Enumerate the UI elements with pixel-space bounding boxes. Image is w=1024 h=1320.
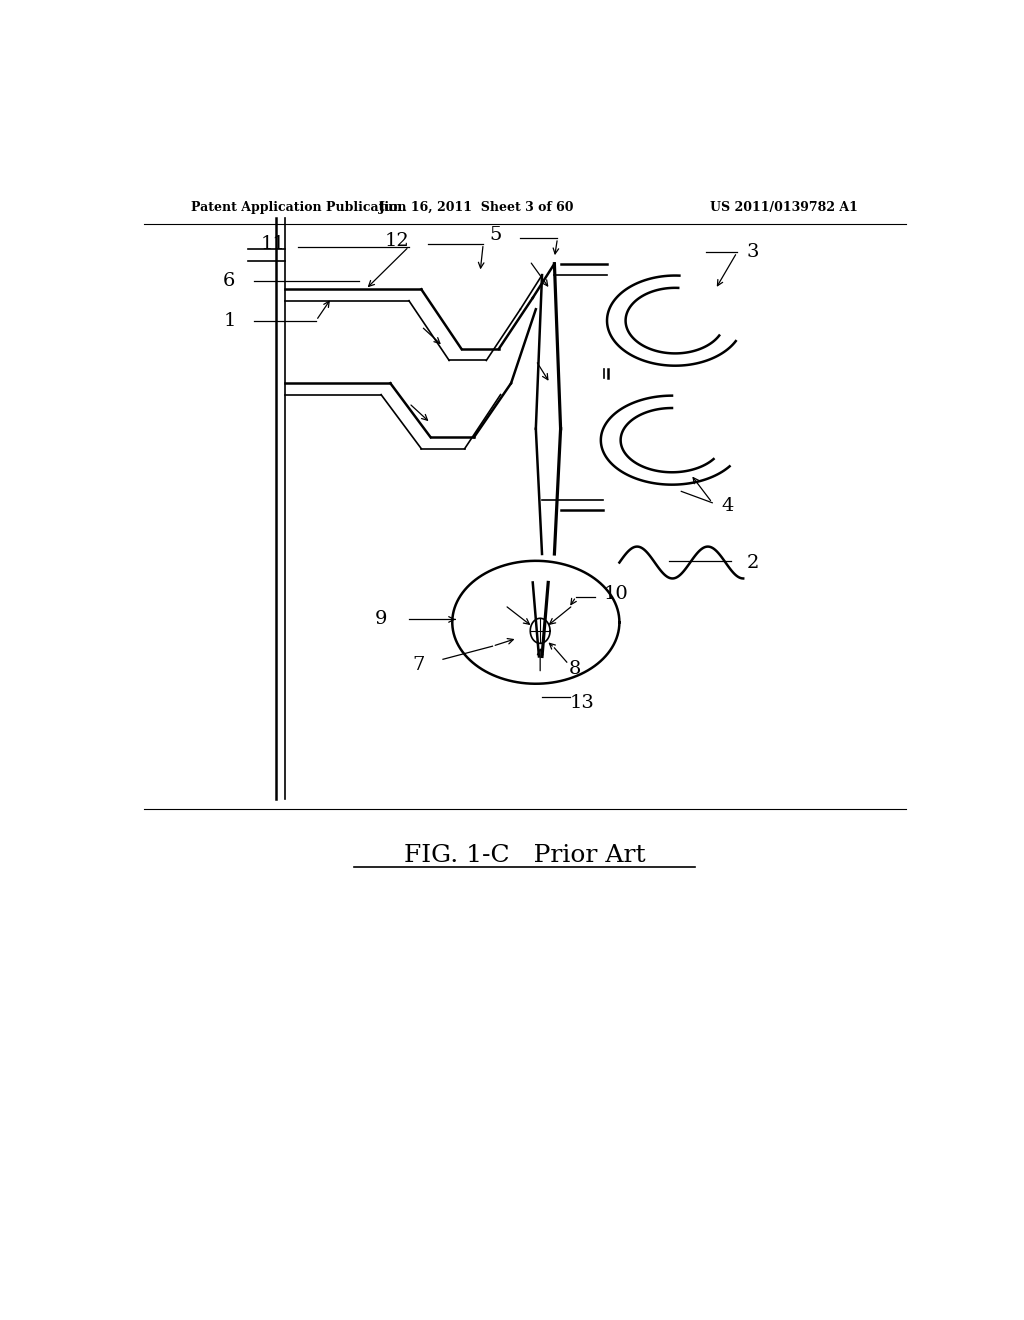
Text: 9: 9 [375,610,387,628]
Text: 5: 5 [489,226,502,244]
Text: Jun. 16, 2011  Sheet 3 of 60: Jun. 16, 2011 Sheet 3 of 60 [380,201,574,214]
Text: Patent Application Publication: Patent Application Publication [191,201,407,214]
Text: 11: 11 [260,235,285,252]
Text: FIG. 1-C   Prior Art: FIG. 1-C Prior Art [404,845,645,867]
Text: 6: 6 [223,272,236,290]
Text: 10: 10 [604,585,629,603]
Text: 7: 7 [412,656,424,675]
Text: US 2011/0139782 A1: US 2011/0139782 A1 [711,201,858,214]
Text: 3: 3 [746,243,759,261]
Text: 4: 4 [722,496,734,515]
Text: 1: 1 [223,312,236,330]
Text: 13: 13 [569,694,595,711]
Text: 12: 12 [384,232,409,249]
Text: 2: 2 [746,553,759,572]
Text: 8: 8 [568,660,581,678]
